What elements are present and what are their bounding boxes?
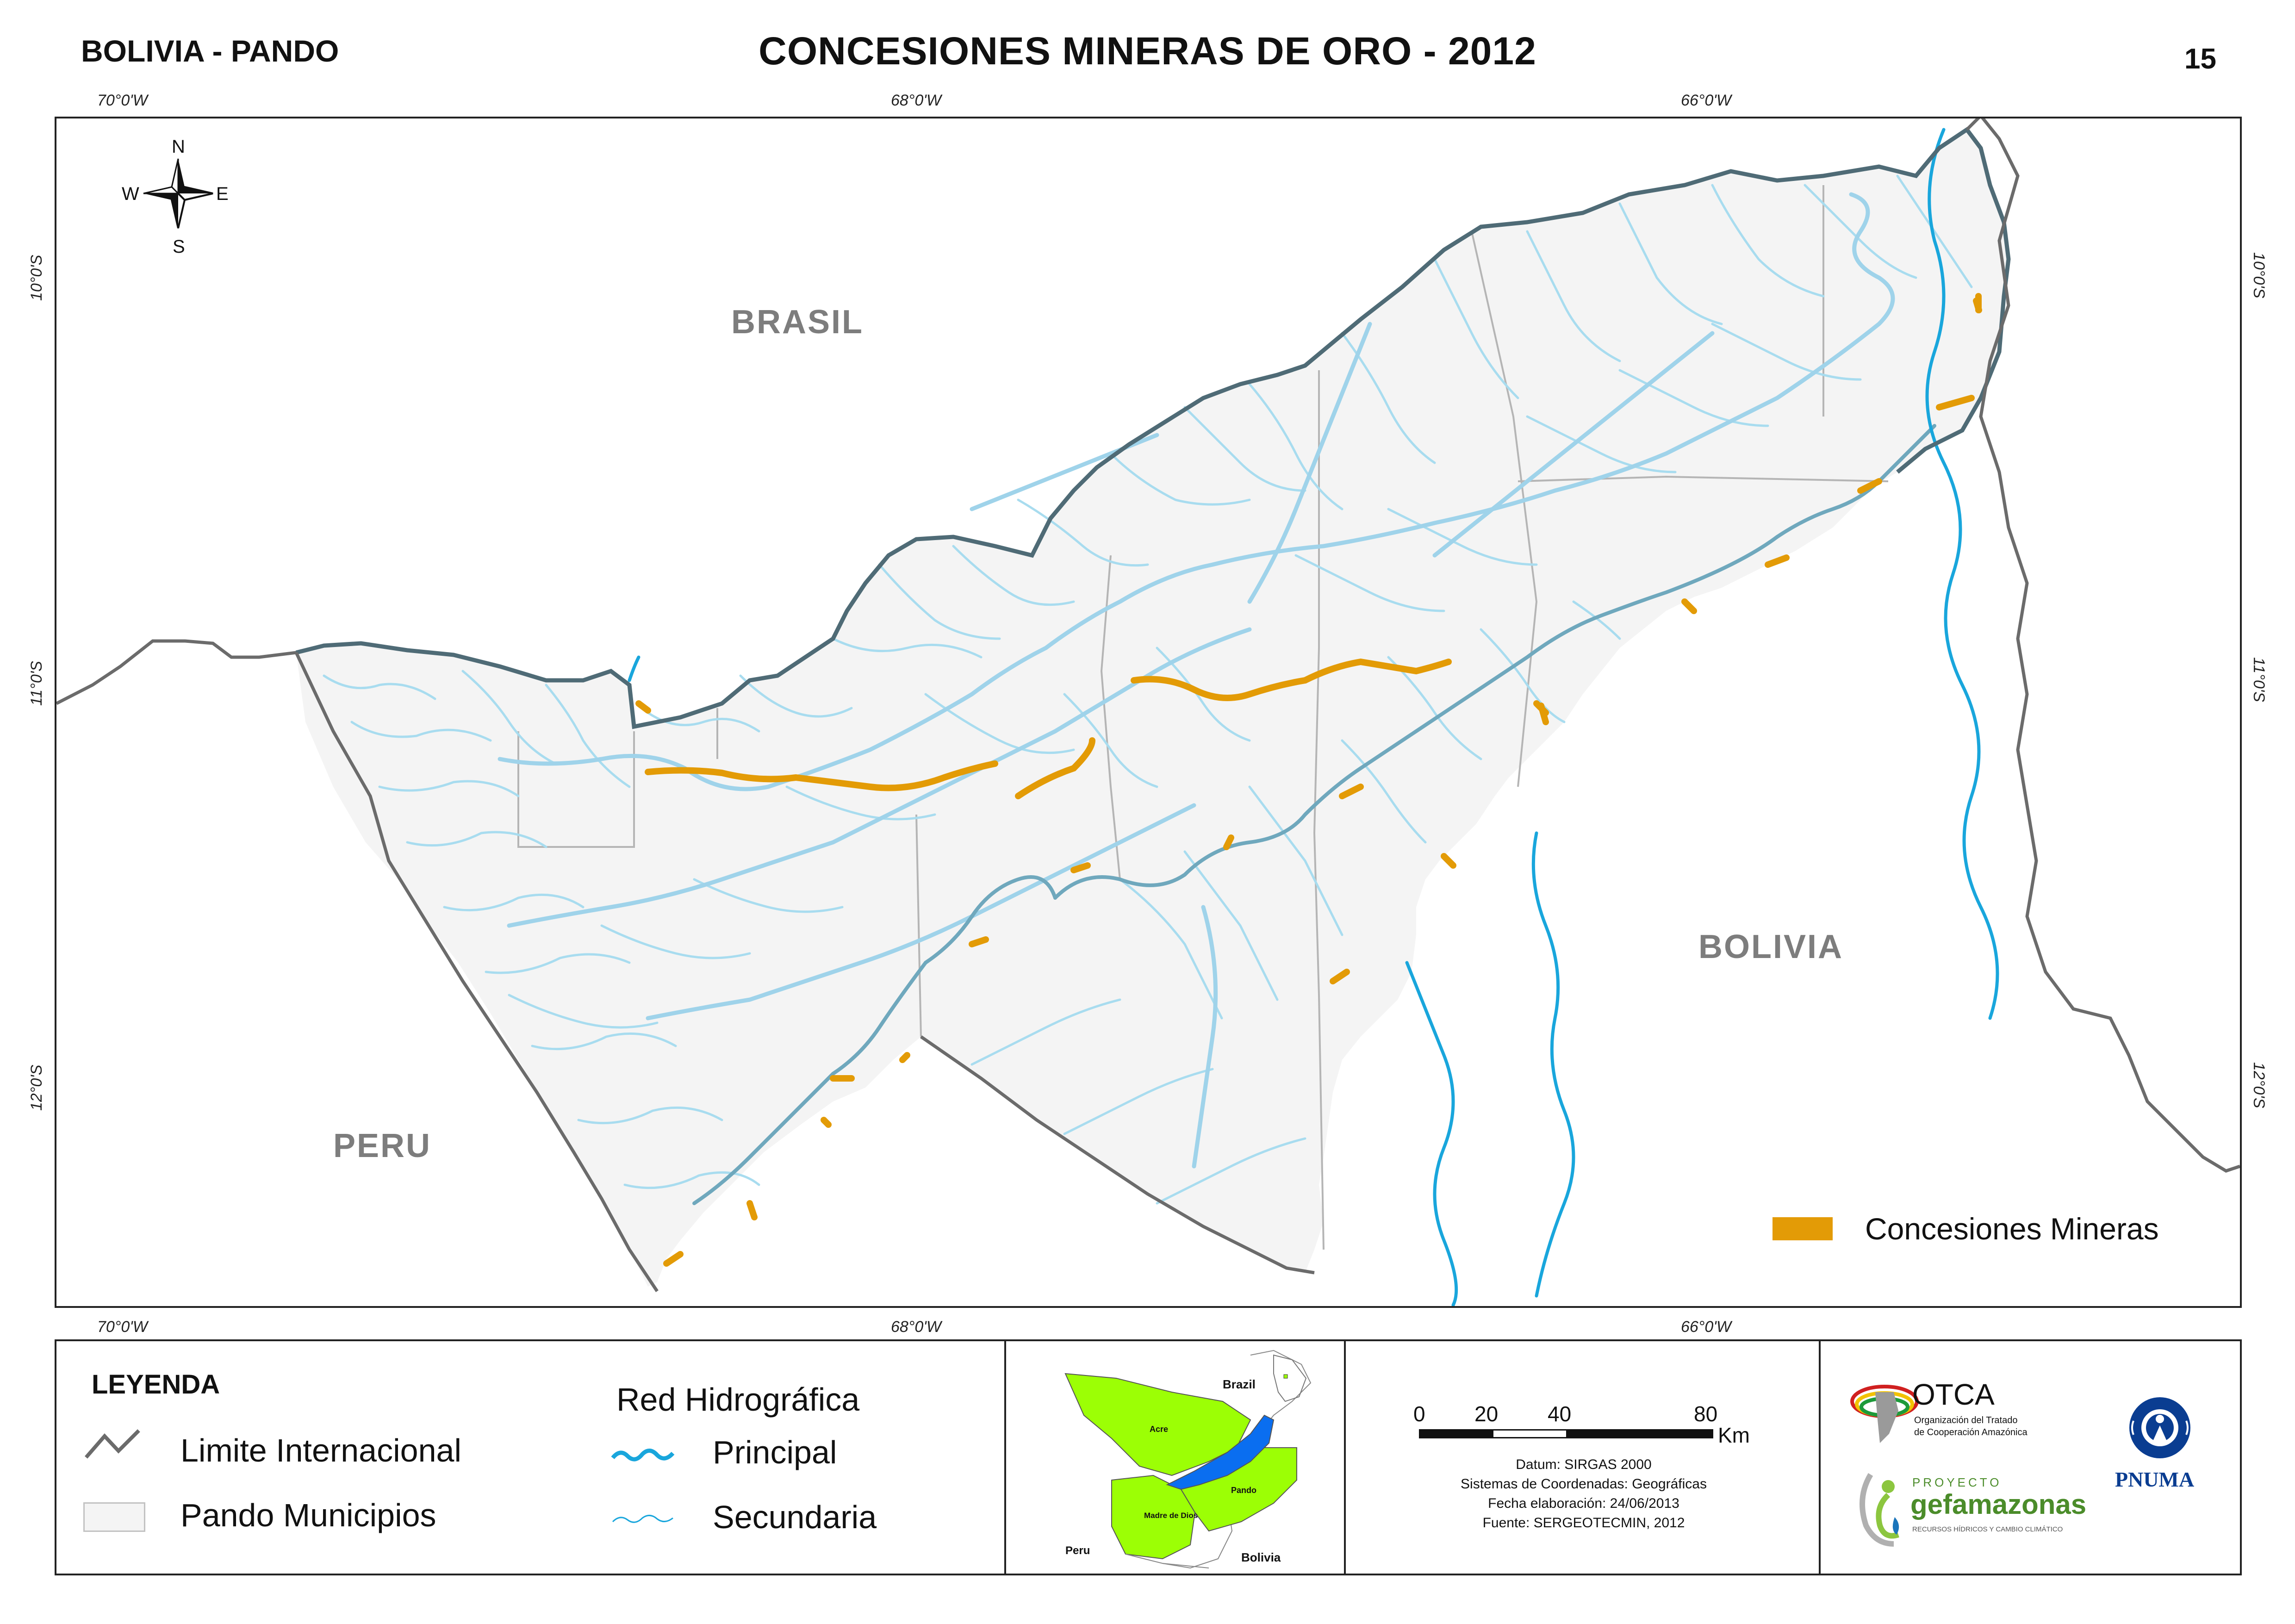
scale-bar [1419,1429,1713,1438]
orthon-river [692,424,1936,1205]
mining-concessions [635,293,1982,1267]
legend-municipios: Pando Municipios [180,1497,436,1533]
lat-label-right-10: 10°0'S [2250,252,2268,299]
divider-1 [1004,1341,1006,1574]
scale-tick-20: 20 [1474,1402,1499,1426]
concession-legend-swatch [1773,1217,1833,1240]
otca-logo-icon [1850,1385,1919,1443]
lon-label-top-68: 68°0'W [891,92,941,109]
otca-name: OTCA [1912,1378,1995,1411]
locator-pando [1166,1414,1275,1490]
legend-panel: LEYENDA Limite Internacional Pando Munic… [55,1339,2242,1575]
label-brasil: BRASIL [731,304,864,341]
region-title: BOLIVIA - PANDO [81,34,339,68]
label-bolivia: BOLIVIA [1698,928,1843,965]
locator-brazil: Brazil [1223,1377,1256,1391]
compass-rose: N S E W [122,137,229,257]
page-number: 15 [2184,43,2216,75]
locator-inset-continent [1273,1354,1307,1402]
gefamazonas-sub: RECURSOS HÍDRICOS Y CAMBIO CLIMÁTICO [1912,1525,2063,1533]
principal-river-swatch [611,1449,675,1462]
legend-principal: Principal [713,1434,837,1470]
international-limits [56,118,2240,1292]
compass-n: N [172,137,185,157]
map-svg: BRASIL PERU BOLIVIA N S E W Concesiones … [56,118,2240,1306]
scale-tick-80: 80 [1694,1402,1718,1426]
lat-label-left-12: 12°0'S [28,1064,45,1111]
scale-tick-0: 0 [1413,1402,1425,1426]
lat-label-left-10: 10°0'S [28,255,45,301]
pnuma-logo-icon [2129,1397,2190,1458]
locator-madre-label: Madre de Dios [1144,1511,1198,1520]
otca-sub1: Organización del Tratado [1914,1415,2018,1425]
gefamazonas-name: gefamazonas [1910,1489,2087,1520]
label-peru: PERU [333,1127,431,1164]
scale-datum: Datum: SIRGAS 2000 [1516,1457,1652,1472]
map-frame: BRASIL PERU BOLIVIA N S E W Concesiones … [55,117,2242,1308]
lon-label-bottom-70: 70°0'W [97,1318,148,1336]
locator-madre-de-dios [1111,1475,1196,1560]
lat-label-right-11: 11°0'S [2250,657,2268,702]
municipios-swatch [83,1502,145,1532]
compass-s: S [173,236,185,257]
municipal-limits [517,185,1889,1250]
principal-rivers [628,128,1999,1306]
divider-3 [1819,1341,1821,1574]
scale-date: Fecha elaboración: 24/06/2013 [1488,1496,1679,1511]
map-title: CONCESIONES MINERAS DE ORO - 2012 [759,29,1536,73]
compass-e: E [216,184,229,204]
locator-map: Brazil Acre Madre de Dios Pando Peru Bol… [1033,1346,1338,1573]
lat-label-left-11: 11°0'S [28,661,45,706]
locator-peru: Peru [1065,1544,1090,1557]
scale-unit: Km [1718,1423,1750,1447]
locator-acre-label: Acre [1150,1425,1168,1434]
locator-bolivia: Bolivia [1241,1550,1281,1564]
divider-2 [1344,1341,1346,1574]
gefamazonas-logo-icon [1860,1473,1899,1547]
legend-international-limit: Limite Internacional [180,1432,461,1468]
brazil-border [295,126,2011,729]
secondary-river-swatch [612,1515,673,1523]
secondary-rivers [323,174,1973,1205]
legend-secundaria: Secundaria [713,1499,877,1535]
lon-label-top-70: 70°0'W [97,92,148,109]
compass-w: W [122,184,139,204]
lon-label-top-66: 66°0'W [1681,92,1731,109]
scale-coord-system: Sistemas de Coordenadas: Geográficas [1461,1476,1707,1492]
pando-polygon [296,130,2009,1287]
lat-label-right-12: 12°0'S [2250,1062,2268,1108]
otca-sub2: de Cooperación Amazónica [1914,1427,2028,1437]
locator-pando-label: Pando [1231,1486,1256,1495]
lon-label-bottom-68: 68°0'W [891,1318,941,1336]
legend-title: LEYENDA [92,1369,220,1400]
pnuma-name: PNUMA [2115,1468,2195,1491]
legend-hydro-title: Red Hidrográfica [616,1381,860,1418]
scale-source: Fuente: SERGEOTECMIN, 2012 [1482,1515,1685,1531]
limit-line-swatch [84,1429,140,1459]
proyecto-label: PROYECTO [1912,1475,2002,1489]
lon-label-bottom-66: 66°0'W [1681,1318,1731,1336]
scale-tick-40: 40 [1548,1402,1572,1426]
concession-legend-label: Concesiones Mineras [1865,1212,2159,1246]
